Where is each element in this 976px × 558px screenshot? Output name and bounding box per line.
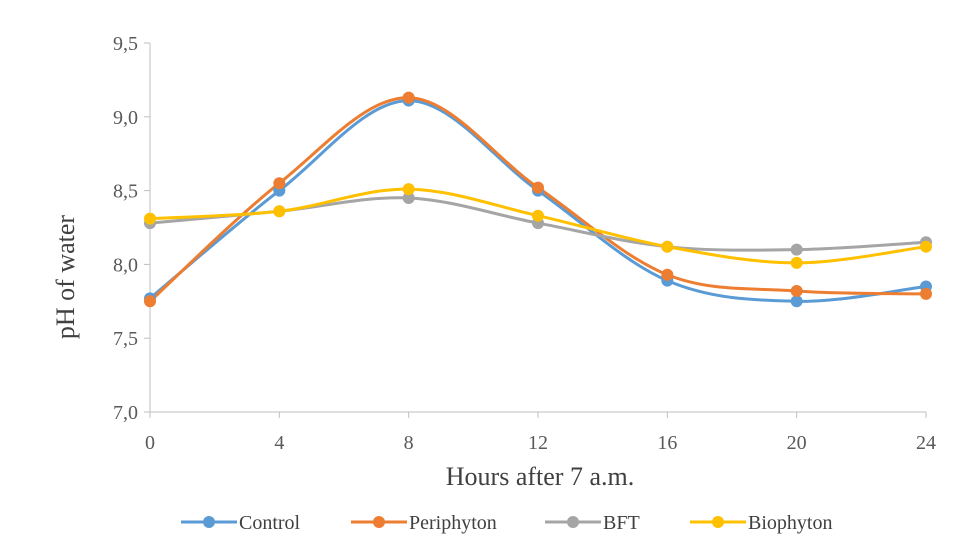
legend-label: Periphyton [409,512,497,534]
x-tick-label: 20 [787,432,807,454]
legend-swatch-marker [373,516,385,528]
legend-label: Control [239,512,301,534]
legend-swatch-marker [203,516,215,528]
x-tick-label: 12 [528,432,548,454]
data-point-biophyton [920,240,932,253]
data-point-biophyton [532,209,544,222]
data-point-periphyton [661,268,674,281]
y-tick-label: 8,0 [113,254,138,276]
data-point-biophyton [790,256,803,269]
y-axis: 7,0 7,5 8,0 8,5 9,0 9,5 [113,33,151,424]
data-point-control [790,295,803,308]
data-point-periphyton [273,177,286,190]
y-tick-label: 9,0 [113,107,138,129]
data-point-biophyton [273,205,286,218]
data-point-periphyton [532,181,544,194]
data-point-biophyton [144,212,156,225]
x-tick-label: 4 [274,432,284,454]
y-axis-title: pH of water [51,215,80,340]
x-tick-label: 24 [916,432,936,454]
series-lines [148,96,928,303]
x-tick-label: 16 [657,432,677,454]
y-tick-label: 7,5 [113,328,138,350]
data-point-biophyton [402,183,415,196]
legend-item-periphyton: Periphyton [351,512,497,534]
legend-label: Biophyton [748,512,832,534]
data-point-periphyton [144,295,156,308]
x-tick-label: 0 [145,432,155,454]
data-point-periphyton [402,91,415,104]
data-point-periphyton [920,287,932,300]
y-tick-label: 7,0 [113,402,138,424]
legend-item-biophyton: Biophyton [690,512,832,534]
legend-swatch-marker [567,516,579,528]
legend-item-bft: BFT [545,512,640,534]
legend-swatch-marker [712,516,724,528]
series-points [144,91,932,308]
series-line-control [148,99,928,303]
legend-label: BFT [603,512,640,534]
x-tick-label: 8 [404,432,414,454]
data-point-periphyton [790,284,803,297]
x-axis-title: Hours after 7 a.m. [446,462,634,491]
legend-item-control: Control [181,512,301,534]
x-axis: 0 4 8 12 16 20 24 [145,411,936,454]
y-tick-label: 9,5 [113,33,138,55]
data-point-bft [790,243,803,256]
data-point-bft [402,191,415,204]
data-point-biophyton [661,240,674,253]
legend: Control Periphyton BFT Biophyton [181,512,832,534]
y-tick-label: 8,5 [113,181,138,203]
